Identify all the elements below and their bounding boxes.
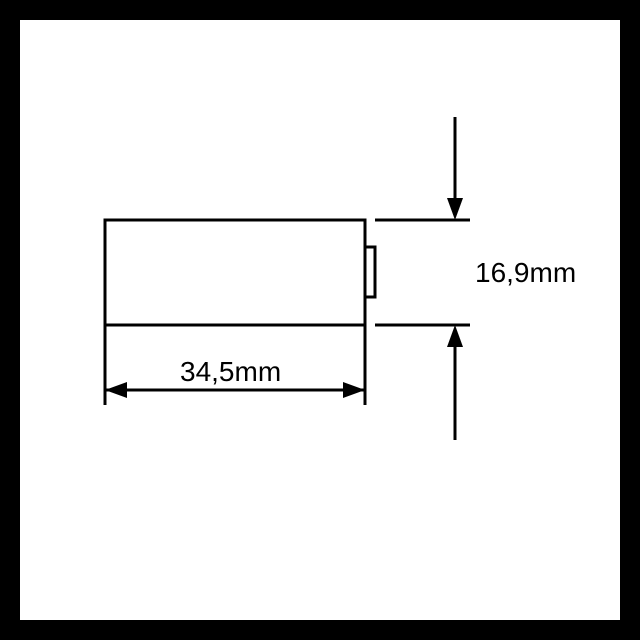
drawing-canvas: 34,5mm 16,9mm xyxy=(20,20,620,620)
height-dimension-label: 16,9mm xyxy=(475,257,576,289)
width-dimension-label: 34,5mm xyxy=(180,356,281,388)
technical-drawing-svg xyxy=(20,20,620,620)
